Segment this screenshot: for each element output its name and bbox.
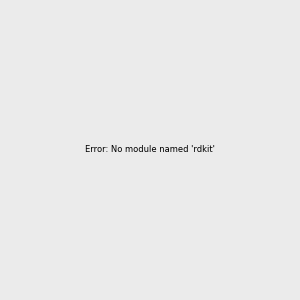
- Text: Error: No module named 'rdkit': Error: No module named 'rdkit': [85, 146, 215, 154]
